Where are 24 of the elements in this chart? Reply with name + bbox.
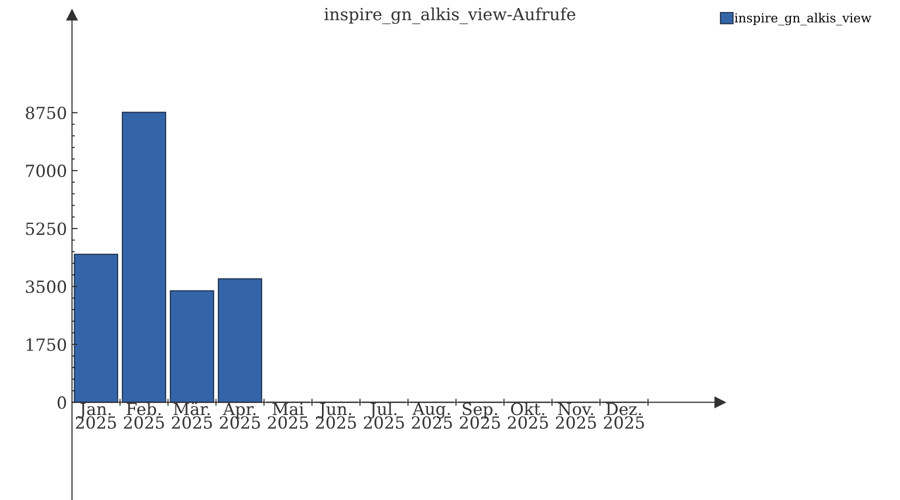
x-tick-label: Aug. 2025: [412, 402, 452, 429]
legend-label: inspire_gn_alkis_view: [734, 12, 872, 26]
x-tick-label: Jul. 2025: [364, 402, 404, 429]
x-tick-label: Apr. 2025: [220, 402, 260, 429]
x-tick-label: Jun. 2025: [316, 402, 356, 429]
x-tick-label: Dez. 2025: [604, 402, 644, 429]
x-tick-label: Okt. 2025: [508, 402, 548, 429]
bar: [74, 254, 118, 403]
y-tick-label: 8750: [26, 106, 66, 120]
bar: [170, 290, 214, 403]
y-tick-label: 5250: [26, 222, 66, 236]
x-tick-label: Mär. 2025: [172, 402, 212, 429]
x-tick-label: Feb. 2025: [124, 402, 164, 429]
bar: [122, 112, 166, 403]
y-tick-label: 3500: [26, 280, 66, 294]
y-tick-label: 0: [58, 396, 66, 409]
x-tick-label: Jan. 2025: [76, 402, 116, 429]
y-tick-label: 1750: [26, 338, 66, 351]
x-tick-label: Sep. 2025: [460, 402, 500, 429]
bar: [218, 278, 262, 403]
y-tick-label: 7000: [26, 164, 66, 178]
chart-title: inspire_gn_alkis_view-Aufrufe: [324, 8, 576, 24]
x-tick-label: Nov. 2025: [556, 402, 596, 429]
x-tick-label: Mai 2025: [268, 402, 308, 429]
